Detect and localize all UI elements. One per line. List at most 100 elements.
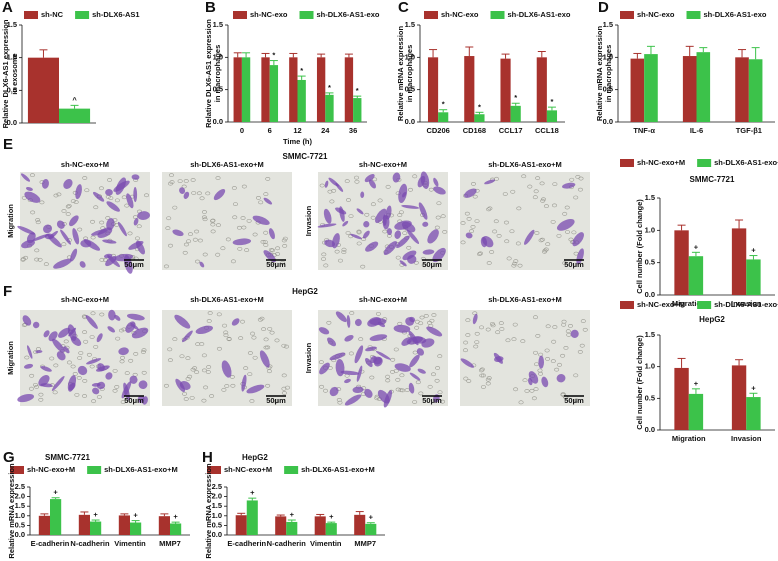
pore (163, 383, 169, 388)
pore (24, 355, 30, 360)
pore (552, 325, 558, 329)
cell (231, 318, 240, 326)
significance-mark: + (694, 242, 699, 251)
bar (158, 516, 170, 535)
pore (29, 173, 35, 178)
bar (241, 57, 251, 123)
pore (210, 218, 216, 223)
pore (34, 248, 40, 253)
pore (419, 315, 425, 320)
pore (205, 191, 211, 196)
pore (56, 192, 62, 197)
pore (323, 388, 329, 393)
x-tick-label: 0 (240, 126, 244, 135)
pore (172, 337, 178, 342)
cell (402, 250, 417, 261)
pore (206, 319, 212, 323)
cell (409, 316, 416, 323)
pore (38, 392, 44, 397)
pore (73, 200, 79, 205)
legend-swatch (620, 11, 634, 19)
x-tick-label: CCL18 (535, 126, 559, 135)
pore (99, 257, 105, 262)
x-tick-label: E-cadherin (31, 539, 70, 548)
cell (42, 224, 53, 234)
pore (185, 356, 191, 361)
pore (358, 337, 364, 342)
pore (241, 184, 247, 189)
legend-label: sh-DLX6-AS1-exo (704, 10, 767, 19)
pore (569, 177, 575, 182)
pore (199, 342, 205, 346)
bar (510, 105, 521, 122)
pore (183, 179, 189, 183)
cell (417, 368, 426, 374)
pore (232, 202, 238, 206)
y-tick-label: 0.0 (7, 118, 17, 127)
pore (479, 373, 485, 378)
pore (510, 189, 516, 194)
y-tick-label: 0.0 (15, 530, 25, 539)
y-axis-label: in macrophages (213, 45, 222, 103)
cell (69, 215, 79, 227)
pore (493, 219, 499, 224)
bar (696, 52, 711, 122)
legend-swatch (490, 11, 505, 19)
cell (393, 324, 411, 333)
pore (319, 183, 325, 188)
pore (37, 257, 43, 262)
pore (551, 339, 557, 344)
pore (209, 394, 215, 398)
cell (433, 177, 439, 187)
legend-swatch (424, 11, 438, 19)
pore (421, 263, 427, 268)
pore (108, 196, 114, 201)
pore (223, 333, 229, 338)
pore (34, 384, 40, 389)
x-tick-label: Vimentin (310, 539, 342, 548)
pore (550, 359, 556, 364)
pore (205, 370, 211, 374)
pore (283, 344, 289, 349)
panel-letter: E (3, 136, 13, 153)
pore (32, 382, 38, 387)
cell (364, 388, 373, 398)
pore (221, 387, 227, 392)
significance-mark: * (272, 51, 275, 60)
significance-mark: * (478, 102, 481, 111)
pore (244, 248, 250, 252)
pore (515, 241, 521, 246)
column-label: sh-DLX6-AS1-exo+M (190, 160, 264, 169)
pore (499, 327, 505, 331)
cell (246, 384, 265, 394)
cell (354, 345, 364, 364)
pore (259, 316, 265, 321)
pore (550, 219, 556, 224)
pore (187, 232, 193, 237)
pore (197, 238, 203, 243)
scale-label: 50μm (564, 396, 584, 405)
pore (222, 323, 228, 328)
pore (238, 336, 244, 341)
pore (418, 391, 424, 396)
bar (365, 523, 377, 535)
x-tick-label: TNF-α (633, 126, 655, 135)
pore (487, 206, 493, 211)
pore (186, 239, 192, 244)
legend-label: sh-DLX6-AS1-exo (317, 10, 380, 19)
cell (75, 184, 82, 200)
y-axis-label: Relative mRNA expression (595, 26, 604, 122)
pore (202, 217, 208, 222)
pore (489, 250, 495, 254)
pore (112, 388, 118, 393)
row-label: Invasion (304, 342, 313, 373)
pore (415, 380, 421, 385)
pore (552, 182, 558, 187)
pore (70, 199, 76, 203)
pore (423, 314, 429, 318)
pore (201, 210, 207, 214)
cell (344, 378, 351, 384)
cell (465, 232, 473, 239)
cell (528, 371, 539, 384)
cell (137, 395, 145, 403)
